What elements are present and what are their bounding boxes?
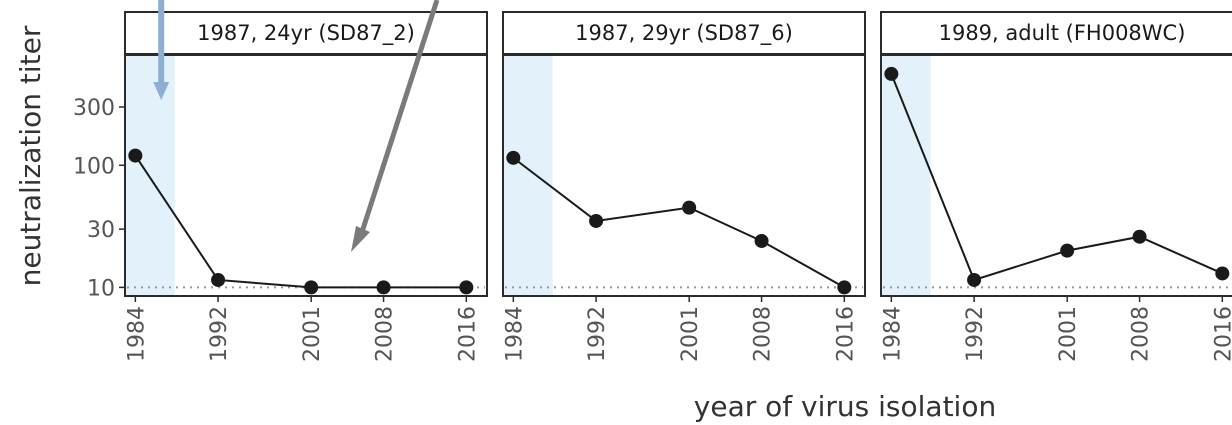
x-tick-label: 2008 <box>373 306 398 362</box>
gray-arrow-shaft <box>359 0 440 233</box>
x-tick-label: 1984 <box>124 306 149 362</box>
panel-3: 1989, adult (FH008WC) 1984 1992 2001 2008 201… <box>880 11 1232 362</box>
shaded-region <box>881 55 931 296</box>
data-point <box>506 150 521 165</box>
x-tick-label: 1992 <box>207 306 232 362</box>
data-point <box>754 233 769 248</box>
x-tick-label: 2016 <box>1211 306 1232 362</box>
y-tick-label: 30 <box>87 218 115 243</box>
shaded-region <box>503 55 553 296</box>
y-tick-label: 100 <box>73 154 115 179</box>
x-tick-label: 2001 <box>300 306 325 362</box>
x-tick-label: 1992 <box>585 306 610 362</box>
gray-arrow-head <box>351 226 370 252</box>
data-point <box>1060 243 1075 258</box>
data-point <box>304 280 319 295</box>
data-point <box>459 280 474 295</box>
series-line <box>134 155 467 289</box>
data-point <box>1132 229 1147 244</box>
x-tick-label: 1984 <box>880 306 905 362</box>
data-point <box>376 280 391 295</box>
x-tick-label: 2001 <box>1056 306 1081 362</box>
data-point <box>967 272 982 287</box>
y-tick-label: 10 <box>87 276 115 301</box>
panel-2: 1987, 29yr (SD87_6) 1984 1992 2001 2008 2016 <box>502 11 866 362</box>
x-tick-label: 2008 <box>1129 306 1154 362</box>
x-tick-label: 1992 <box>963 306 988 362</box>
data-point <box>884 66 899 81</box>
plot-frame <box>124 54 488 297</box>
panel-title: 1987, 24yr (SD87_2) <box>197 21 415 46</box>
plot-frame <box>502 54 866 297</box>
y-tick-label: 300 <box>73 96 115 121</box>
data-point <box>837 280 852 295</box>
blue-arrow-head <box>153 82 170 100</box>
x-tick-label: 2008 <box>751 306 776 362</box>
x-tick-label: 1984 <box>502 306 527 362</box>
data-point <box>589 213 604 228</box>
plot-frame <box>880 54 1232 297</box>
series-line <box>512 157 845 289</box>
data-point <box>1215 266 1230 281</box>
x-tick-label: 2016 <box>833 306 858 362</box>
shaded-region <box>125 55 175 296</box>
data-point <box>682 200 697 215</box>
strip-header <box>880 11 1232 55</box>
strip-header <box>502 11 866 55</box>
x-tick-label: 2001 <box>678 306 703 362</box>
panel-title: 1987, 29yr (SD87_6) <box>575 21 793 46</box>
y-axis-title: neutralization titer <box>14 25 47 286</box>
data-point <box>211 272 226 287</box>
panel-title: 1989, adult (FH008WC) <box>939 21 1186 45</box>
series-line <box>890 73 1223 282</box>
x-axis-title: year of virus isolation <box>694 390 996 423</box>
data-point <box>128 148 143 163</box>
x-tick-label: 2016 <box>455 306 480 362</box>
panels: 1987, 24yr (SD87_2)1984 1992 2001 2008 20161… <box>73 0 1232 362</box>
panel-1: 1987, 24yr (SD87_2) 1984 1992 2001 2008 2016 1… <box>73 0 488 362</box>
